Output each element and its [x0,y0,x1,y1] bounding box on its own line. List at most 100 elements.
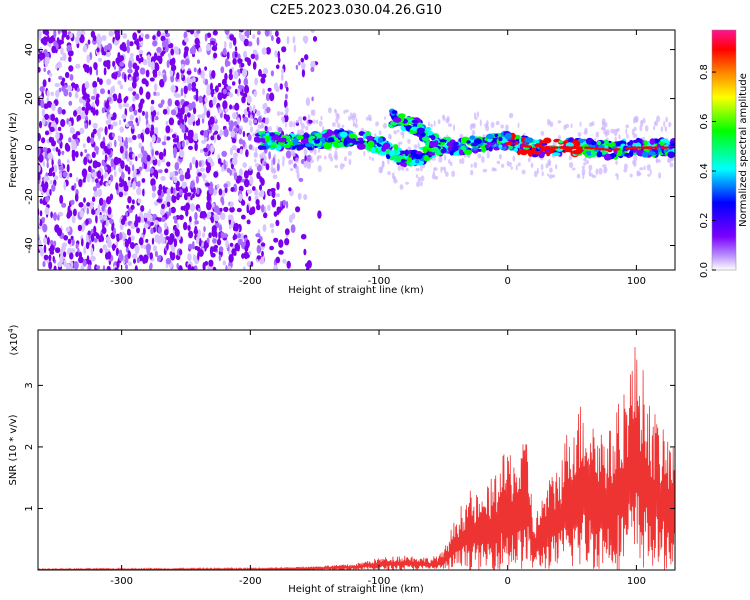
noise-speck [71,215,76,224]
noise-speck [97,188,103,197]
noise-speck [100,88,105,95]
noise-speck [354,123,358,128]
noise-speck [46,90,50,97]
noise-speck [222,88,227,95]
noise-speck [642,117,646,124]
noise-speck [261,250,264,257]
noise-speck [227,265,232,270]
noise-speck [254,146,258,153]
noise-speck [588,122,593,127]
ridge-blob [359,139,364,145]
noise-speck [107,89,111,95]
noise-speck [272,174,278,179]
noise-speck [134,93,140,100]
noise-speck [81,222,86,231]
noise-speck [42,261,46,268]
noise-speck [197,114,203,119]
noise-speck [190,196,193,201]
ridge-blob [265,135,270,143]
noise-speck [233,152,238,159]
noise-speck [58,166,64,171]
noise-speck [169,58,174,66]
noise-speck [238,185,244,192]
ridge-peak [552,146,558,149]
noise-speck [249,175,254,185]
noise-speck [57,261,63,268]
noise-speck [83,246,87,255]
y-tick-label: 3 [24,382,35,388]
colorbar-ticks: 0.0 0.2 0.4 0.6 0.8 [699,64,716,278]
noise-speck [301,68,305,78]
noise-speck [187,253,192,262]
noise-speck [101,235,104,242]
noise-speck [419,164,423,172]
y-tick-label: 0 [24,144,35,150]
noise-speck [163,135,167,142]
noise-speck [223,206,229,212]
noise-speck [91,209,96,215]
noise-speck [201,174,207,179]
noise-speck [427,121,431,127]
noise-speck [142,58,148,66]
noise-speck [57,158,61,167]
noise-speck [262,224,267,232]
noise-speck [87,264,92,270]
noise-speck [127,231,131,236]
noise-speck [170,109,177,116]
noise-speck [162,73,167,83]
noise-speck [98,127,104,132]
noise-speck [279,83,283,90]
noise-speck [168,207,172,217]
noise-speck [286,260,291,269]
y-tick-label: 1 [24,505,35,511]
noise-speck [167,238,174,246]
noise-speck [82,91,87,96]
noise-speck [336,122,341,129]
x-tick-label: 0 [505,276,511,287]
noise-speck [150,156,154,161]
noise-speck [43,67,46,72]
noise-speck [248,119,253,126]
ridge-blob [421,136,430,142]
noise-speck [615,128,619,132]
noise-speck [160,35,166,42]
noise-speck [42,223,48,233]
noise-speck [639,167,644,171]
noise-speck [276,36,281,45]
noise-speck [234,51,238,58]
noise-speck [239,148,244,155]
ridge-blob [494,133,499,138]
noise-speck [53,175,59,180]
ridge-blob [333,129,340,135]
noise-speck [188,230,194,239]
noise-speck [250,53,256,59]
ridge-blob [558,140,564,144]
noise-speck [153,52,158,61]
noise-speck [438,156,443,163]
noise-speck [83,205,87,210]
ridge-blob [449,150,454,156]
ridge-blob [415,151,423,155]
noise-speck [278,250,284,255]
noise-speck [93,190,99,198]
noise-speck [383,116,386,120]
noise-speck [231,131,236,137]
noise-speck [278,239,284,248]
noise-speck [343,156,348,162]
noise-speck [172,215,177,220]
noise-speck [277,127,283,133]
noise-speck [210,215,214,224]
noise-speck [277,158,280,165]
noise-speck [275,256,281,264]
noise-speck [157,226,162,234]
noise-speck [129,242,135,249]
noise-speck [186,76,190,85]
noise-speck [40,52,46,60]
noise-speck [134,168,137,175]
ridge-blob [504,132,512,140]
noise-speck [89,201,94,210]
snr-ticks: -300 -200 -100 0 100 1 2 3 [24,330,675,587]
noise-speck [130,204,135,210]
noise-speck [233,172,238,181]
